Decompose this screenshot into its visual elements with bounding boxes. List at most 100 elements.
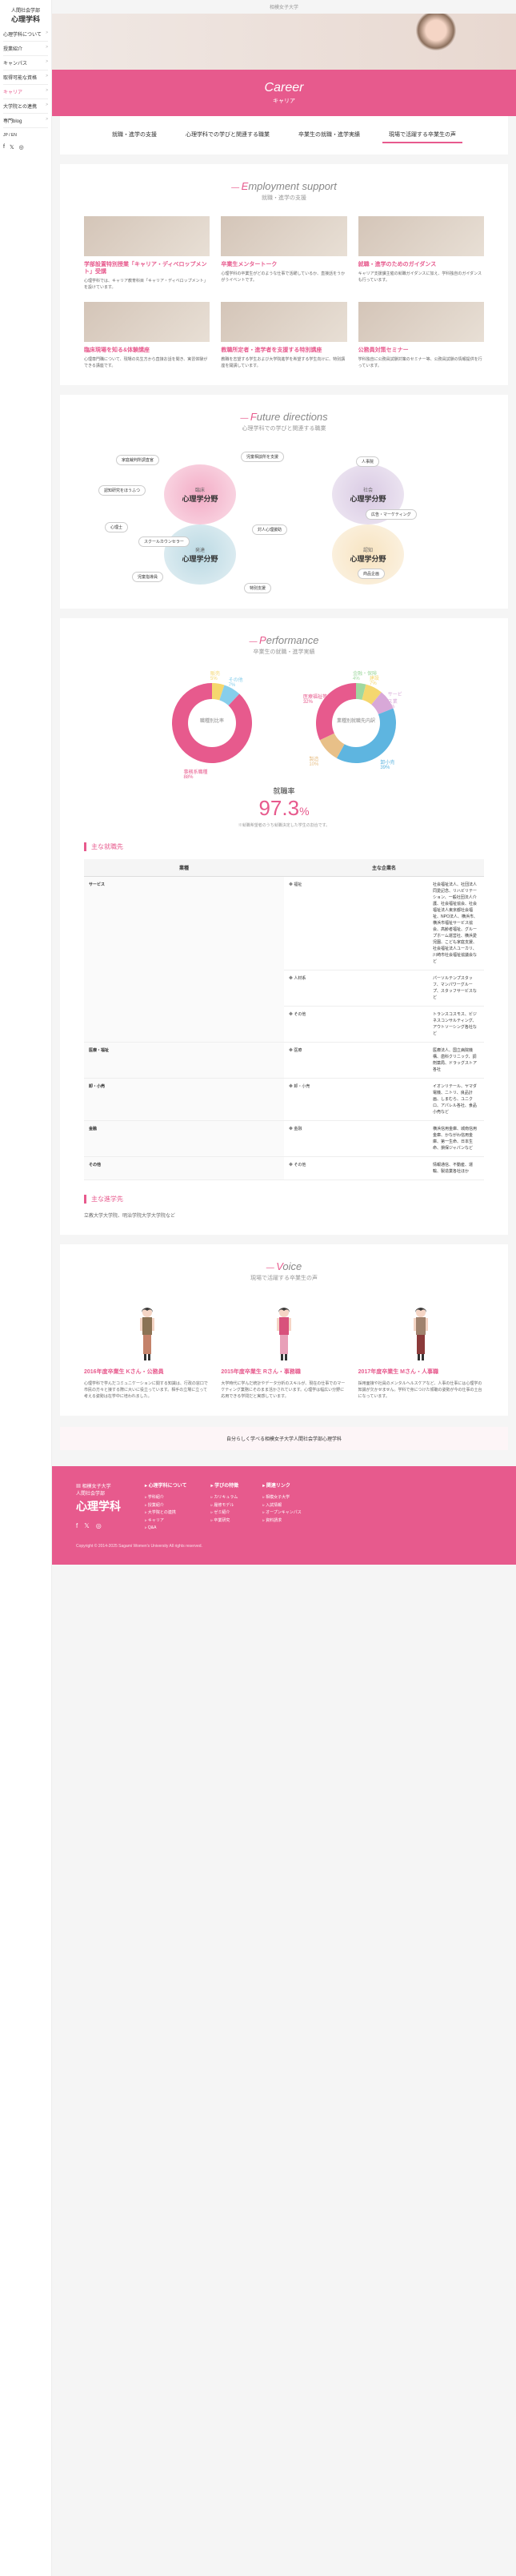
hero-image — [404, 14, 468, 70]
footer-link[interactable]: ▹ カリキュラム — [211, 1494, 239, 1502]
support-item[interactable]: 教職所定者・進学者を支援する特別講座教職を志望する学生および大学院進学を希望する… — [221, 302, 346, 369]
instagram-icon[interactable]: ◎ — [96, 1522, 102, 1529]
support-desc: 教職を志望する学生および大学院進学を希望する学生向けに、特別講座を開講しています… — [221, 357, 346, 369]
footer-link[interactable]: ▹ 大学院との連携 — [145, 1509, 187, 1517]
footer-link[interactable]: ▹ 入試情報 — [262, 1502, 302, 1510]
dept-small: 人間社会学部 — [3, 6, 48, 14]
career-tag[interactable]: 心理士 — [105, 522, 128, 532]
career-tag[interactable]: 商品企画 — [358, 569, 385, 579]
section-title: — Employment support 就職・進学の支援 — [84, 180, 484, 202]
support-title: 就職・進学のためのガイダンス — [358, 261, 484, 268]
support-desc: 心理学科の卒業生がどのような仕事で活躍しているか、直接話をうかがうイベントです。 — [221, 271, 346, 283]
support-image — [221, 302, 346, 342]
section-title: — Performance 卒業生の就職・進学実績 — [84, 634, 484, 656]
career-tag[interactable]: 特別支援 — [244, 583, 271, 593]
support-item[interactable]: 就職・進学のためのガイダンスキャリア支援課主催の就職ガイダンスに加え、学科独自の… — [358, 216, 484, 291]
voice-title: 2017年度卒業生 Mさん・人事職 — [358, 1368, 484, 1376]
section-performance: — Performance 卒業生の就職・進学実績 職種別比率販売5%その他7%… — [60, 618, 508, 1235]
employment-rate: 就職率 97.3% ※就職希望者のうち就職決定した学生の割合です。 — [84, 786, 484, 828]
lang-switch[interactable]: JP / EN — [3, 133, 48, 138]
nav-item[interactable]: 大学院との連携 — [3, 99, 48, 114]
support-title: 学部設置特別授業「キャリア・ディベロップメント」受講 — [84, 261, 210, 275]
twitter-icon[interactable]: 𝕏 — [84, 1522, 89, 1529]
table-row: 卸・小売卸・小売イオンリテール、ヤマダ電機、ニトリ、良品計画、しまむら、ユニクロ… — [84, 1079, 484, 1121]
support-title: 卒業生メンタートーク — [221, 261, 346, 268]
voice-item[interactable]: 2016年度卒業生 Kさん・公務員心理学科で学んだコミュニケーションに関する知識… — [84, 1298, 210, 1400]
support-item[interactable]: 公務員対策セミナー学科独自に公務員試験対策のセミナー等、公務員試験の情報提供を行… — [358, 302, 484, 369]
employers-heading: 主な就職先 — [84, 842, 484, 851]
footer-link[interactable]: ▹ 相模女子大学 — [262, 1494, 302, 1502]
career-tag[interactable]: 児童相談所を支援 — [241, 452, 284, 462]
support-desc: 学科独自に公務員試験対策のセミナー等、公務員試験の情報提供を行っています。 — [358, 357, 484, 369]
nav-item[interactable]: 心理学科について — [3, 27, 48, 42]
career-tag[interactable]: 人事院 — [356, 456, 379, 467]
support-item[interactable]: 臨床現場を知る&体験講座心理専門職について、現場の先生方から直接お話を聞き、実習… — [84, 302, 210, 369]
career-tag[interactable]: 家庭裁判所調査官 — [116, 455, 159, 465]
support-image — [358, 302, 484, 342]
footer-link[interactable]: ▹ 授業紹介 — [145, 1502, 187, 1510]
career-tag[interactable]: 認知研究をほうふつ — [98, 485, 146, 496]
career-tag[interactable]: 対人心理援助 — [252, 524, 287, 535]
grad-heading: 主な進学先 — [84, 1195, 484, 1204]
voice-item[interactable]: 2017年度卒業生 Mさん・人事職採用面接や社員のメンタルヘルスケアなど、人事の… — [358, 1298, 484, 1400]
career-tag[interactable]: 広告・マーケティング — [366, 509, 417, 520]
footer-col: ▸ 心理学科について▹ 学科紹介▹ 授業紹介▹ 大学院との連携▹ キャリア▹ Q… — [145, 1482, 187, 1533]
table-row: 医療・福祉医療医療法人、国立病院機構、歯科クリニック、調剤薬局、ドラッグストア各… — [84, 1043, 484, 1079]
footer-link[interactable]: ▹ 学科紹介 — [145, 1494, 187, 1502]
career-tag[interactable]: 児童指導員 — [132, 572, 163, 582]
support-image — [84, 216, 210, 256]
support-item[interactable]: 学部設置特別授業「キャリア・ディベロップメント」受講心理学科では、キャリア教育科… — [84, 216, 210, 291]
nav-item[interactable]: キャリア — [3, 85, 48, 99]
instagram-icon[interactable]: ◎ — [19, 144, 24, 151]
nav-item[interactable]: 取得可能な資格 — [3, 70, 48, 85]
support-desc: キャリア支援課主催の就職ガイダンスに加え、学科独自のガイダンスも行っています。 — [358, 271, 484, 283]
grad-text: 立教大学大学院、明治学院大学大学院など — [84, 1212, 484, 1219]
hero — [52, 14, 516, 70]
voice-item[interactable]: 2015年度卒業生 Rさん・事務職大学時代に学んだ統計やデータ分析のスキルが、現… — [221, 1298, 346, 1400]
facebook-icon[interactable]: f — [76, 1522, 78, 1529]
donut-2: 業種別就職先内訳金融・保険4%建設7%サービス業8%卸小売39%製造10%医療福… — [308, 675, 404, 771]
section-title: — Future directions 心理学科での学びと関連する職業 — [84, 411, 484, 432]
support-item[interactable]: 卒業生メンタートーク心理学科の卒業生がどのような仕事で活躍しているか、直接話をう… — [221, 216, 346, 291]
support-title: 教職所定者・進学者を支援する特別講座 — [221, 347, 346, 354]
tab[interactable]: 現場で活躍する卒業生の声 — [382, 127, 462, 143]
tab[interactable]: 心理学科での学びと関連する職業 — [179, 127, 276, 143]
voice-desc: 採用面接や社員のメンタルヘルスケアなど、人事の仕事には心理学の知識が欠かせません… — [358, 1380, 484, 1400]
footer-social: f 𝕏 ◎ — [76, 1522, 121, 1529]
footer-link[interactable]: ▹ 履修モデル — [211, 1502, 239, 1510]
tab[interactable]: 就職・進学の支援 — [106, 127, 163, 143]
support-desc: 心理専門職について、現場の先生方から直接お話を聞き、実習体験ができる講座です。 — [84, 357, 210, 369]
nav-item[interactable]: 専門blog — [3, 114, 48, 128]
tab[interactable]: 卒業生の就職・進学実績 — [292, 127, 366, 143]
section-title: — Voice 現場で活躍する卒業生の声 — [84, 1260, 484, 1282]
logo[interactable]: 人間社会学部 心理学科 — [3, 6, 48, 24]
donut-1: 職種別比率販売5%その他7%事務系職種88% — [164, 675, 260, 771]
university-label: 相模女子大学 — [52, 0, 516, 14]
footer-link[interactable]: ▹ オープンキャンパス — [262, 1509, 302, 1517]
footer-copyright: Copyright © 2014-2025 Sagami Women's Uni… — [76, 1544, 492, 1549]
donut-charts: 職種別比率販売5%その他7%事務系職種88% 業種別就職先内訳金融・保険4%建設… — [84, 675, 484, 771]
field-bubble: 発達心理学分野 — [164, 524, 236, 585]
footer-link[interactable]: ▹ ゼミ紹介 — [211, 1509, 239, 1517]
voice-desc: 大学時代に学んだ統計やデータ分析のスキルが、現在の仕事でのマーケティング業務にそ… — [221, 1380, 346, 1400]
facebook-icon[interactable]: f — [3, 144, 5, 151]
nav-item[interactable]: キャンパス — [3, 56, 48, 70]
footer-link[interactable]: ▹ 資料請求 — [262, 1517, 302, 1525]
link-box[interactable]: 自分らしく学べる相模女子大学人間社会学部心理学科 — [60, 1427, 508, 1450]
section-voice: — Voice 現場で活躍する卒業生の声 2016年度卒業生 Kさん・公務員心理… — [60, 1244, 508, 1416]
title-bar: Career キャリア — [52, 70, 516, 116]
field-bubble: 臨床心理学分野 — [164, 464, 236, 524]
nav-item[interactable]: 授業紹介 — [3, 42, 48, 56]
section-support: — Employment support 就職・進学の支援 学部設置特別授業「キ… — [60, 164, 508, 385]
table-row: サービス福祉社会福祉法人、社団法人同愛記念、リハビリテーション、一般社団法人介護… — [84, 877, 484, 971]
footer-link[interactable]: ▹ Q&A — [145, 1525, 187, 1533]
employers-table: 業種主な企業名サービス福祉社会福祉法人、社団法人同愛記念、リハビリテーション、一… — [84, 859, 484, 1180]
table-row: その他その他情報通信、不動産、運輸、製造業各社ほか — [84, 1157, 484, 1180]
twitter-icon[interactable]: 𝕏 — [10, 144, 14, 151]
career-tag[interactable]: スクールカウンセラー — [138, 536, 190, 547]
footer-link[interactable]: ▹ 卒業研究 — [211, 1517, 239, 1525]
voice-title: 2016年度卒業生 Kさん・公務員 — [84, 1368, 210, 1376]
support-image — [221, 216, 346, 256]
social-icons: f 𝕏 ◎ — [3, 144, 48, 151]
footer-link[interactable]: ▹ キャリア — [145, 1517, 187, 1525]
